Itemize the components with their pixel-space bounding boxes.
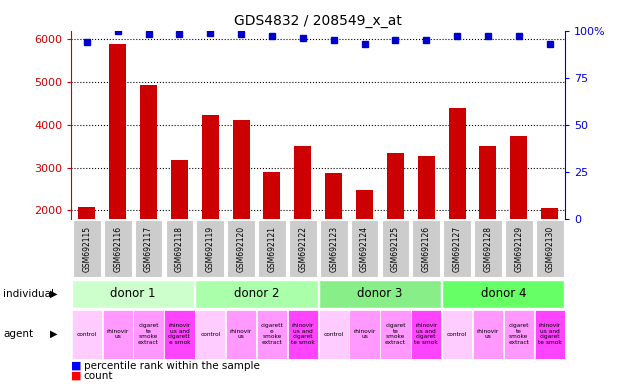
FancyBboxPatch shape [380, 310, 410, 359]
Text: GSM692130: GSM692130 [545, 225, 554, 272]
FancyBboxPatch shape [134, 310, 164, 359]
FancyBboxPatch shape [257, 310, 287, 359]
FancyBboxPatch shape [443, 220, 471, 277]
Text: control: control [200, 331, 220, 337]
FancyBboxPatch shape [504, 310, 534, 359]
FancyBboxPatch shape [102, 310, 133, 359]
Text: cigaret
te
smoke
extract: cigaret te smoke extract [138, 323, 159, 345]
Text: cigaret
te
smoke
extract: cigaret te smoke extract [385, 323, 406, 345]
FancyBboxPatch shape [412, 220, 440, 277]
FancyBboxPatch shape [319, 280, 441, 308]
FancyBboxPatch shape [227, 220, 255, 277]
Text: control: control [324, 331, 344, 337]
Text: GSM692128: GSM692128 [484, 226, 492, 271]
Bar [78, 207, 96, 296]
FancyBboxPatch shape [226, 310, 256, 359]
Text: GSM692118: GSM692118 [175, 226, 184, 271]
Text: cigarett
e
smoke
extract: cigarett e smoke extract [261, 323, 283, 345]
Text: control: control [447, 331, 467, 337]
FancyBboxPatch shape [381, 220, 409, 277]
FancyBboxPatch shape [474, 220, 502, 277]
Text: ■: ■ [71, 371, 82, 381]
Text: GSM692117: GSM692117 [144, 225, 153, 272]
FancyBboxPatch shape [135, 220, 163, 277]
Text: control: control [77, 331, 97, 337]
Bar [171, 160, 188, 296]
Text: ■: ■ [71, 361, 82, 371]
Text: rhinovir
us: rhinovir us [230, 329, 252, 339]
Bar [202, 116, 219, 296]
FancyBboxPatch shape [73, 220, 101, 277]
FancyBboxPatch shape [104, 220, 132, 277]
FancyBboxPatch shape [166, 220, 193, 277]
FancyBboxPatch shape [289, 220, 317, 277]
Bar [109, 43, 126, 296]
FancyBboxPatch shape [319, 310, 349, 359]
Text: GSM692123: GSM692123 [329, 225, 338, 272]
Bar [356, 190, 373, 296]
FancyBboxPatch shape [196, 280, 318, 308]
FancyBboxPatch shape [350, 310, 379, 359]
FancyBboxPatch shape [442, 310, 472, 359]
Text: rhinovir
us: rhinovir us [477, 329, 499, 339]
Text: rhinovir
us and
cigaret
te smok: rhinovir us and cigaret te smok [538, 323, 561, 345]
Text: GSM692122: GSM692122 [298, 226, 307, 271]
Text: donor 3: donor 3 [357, 287, 402, 300]
Text: GSM692125: GSM692125 [391, 225, 400, 272]
Text: GSM692127: GSM692127 [453, 225, 461, 272]
Text: GSM692129: GSM692129 [514, 225, 524, 272]
Text: cigaret
te
smoke
extract: cigaret te smoke extract [509, 323, 529, 345]
Text: rhinovir
us and
cigarett
e smok: rhinovir us and cigarett e smok [168, 323, 191, 345]
Bar [510, 136, 527, 296]
Text: GSM692126: GSM692126 [422, 225, 431, 272]
FancyBboxPatch shape [71, 310, 102, 359]
Bar [233, 120, 250, 296]
Bar [387, 153, 404, 296]
Bar [294, 146, 311, 296]
FancyBboxPatch shape [288, 310, 318, 359]
Text: agent: agent [3, 329, 34, 339]
FancyBboxPatch shape [351, 220, 378, 277]
Text: GSM692124: GSM692124 [360, 225, 369, 272]
Bar [541, 208, 558, 296]
FancyBboxPatch shape [535, 310, 565, 359]
Text: GSM692120: GSM692120 [237, 225, 246, 272]
Text: GSM692115: GSM692115 [83, 225, 91, 272]
FancyBboxPatch shape [72, 280, 194, 308]
FancyBboxPatch shape [442, 280, 564, 308]
Bar [140, 86, 157, 296]
Text: percentile rank within the sample: percentile rank within the sample [84, 361, 260, 371]
Text: donor 2: donor 2 [233, 287, 279, 300]
Text: rhinovir
us: rhinovir us [353, 329, 376, 339]
Text: donor 1: donor 1 [111, 287, 156, 300]
Text: GSM692116: GSM692116 [113, 225, 122, 272]
FancyBboxPatch shape [196, 220, 224, 277]
Text: rhinovir
us and
cigaret
te smok: rhinovir us and cigaret te smok [414, 323, 438, 345]
FancyBboxPatch shape [536, 220, 564, 277]
Text: rhinovir
us and
cigaret
te smok: rhinovir us and cigaret te smok [291, 323, 315, 345]
Text: donor 4: donor 4 [481, 287, 526, 300]
FancyBboxPatch shape [165, 310, 194, 359]
Bar [418, 156, 435, 296]
Text: individual: individual [3, 289, 54, 299]
Bar [325, 173, 342, 296]
Text: GSM692121: GSM692121 [268, 226, 276, 271]
FancyBboxPatch shape [320, 220, 348, 277]
Bar [448, 108, 466, 296]
Title: GDS4832 / 208549_x_at: GDS4832 / 208549_x_at [234, 14, 402, 28]
Text: rhinovir
us: rhinovir us [107, 329, 129, 339]
FancyBboxPatch shape [195, 310, 225, 359]
Bar [263, 172, 281, 296]
Text: ▶: ▶ [50, 329, 57, 339]
Text: GSM692119: GSM692119 [206, 225, 215, 272]
Text: ▶: ▶ [50, 289, 57, 299]
Text: count: count [84, 371, 114, 381]
FancyBboxPatch shape [505, 220, 533, 277]
Bar [479, 146, 496, 296]
FancyBboxPatch shape [258, 220, 286, 277]
FancyBboxPatch shape [411, 310, 442, 359]
FancyBboxPatch shape [473, 310, 503, 359]
